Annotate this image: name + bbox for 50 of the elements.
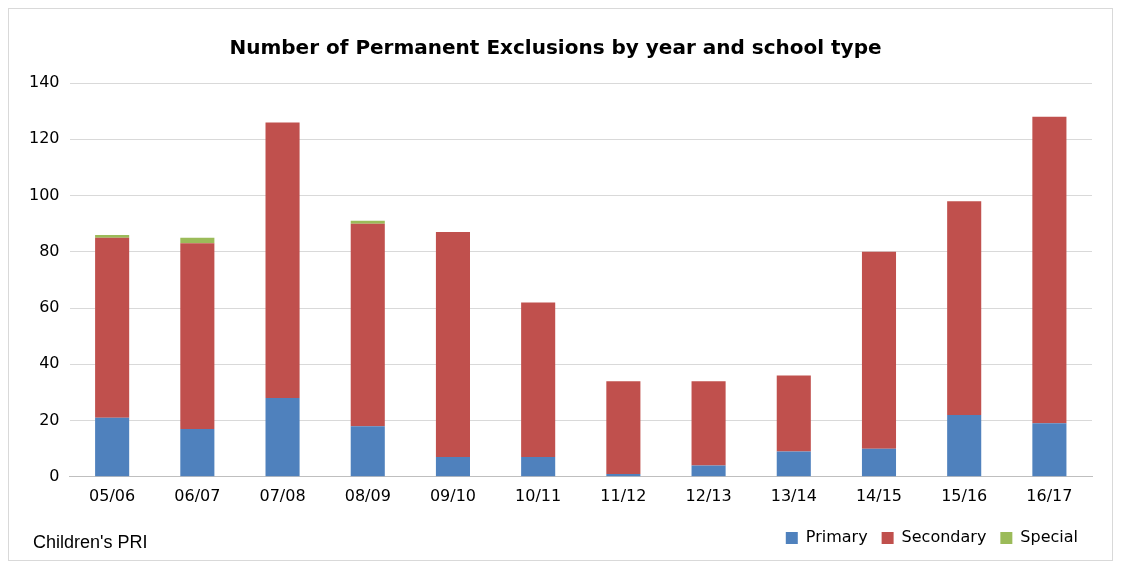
bar: [947, 414, 982, 477]
bar: [265, 122, 300, 399]
x-tick-label: 06/07: [174, 485, 221, 505]
bar: [1032, 116, 1067, 424]
bar: [435, 232, 470, 458]
bar: [861, 448, 897, 477]
y-tick-label: 20: [39, 409, 60, 429]
bar: [350, 426, 385, 477]
chart-title: Number of Permanent Exclusions by year and school type: [229, 35, 882, 60]
x-tick-label: 11/12: [600, 485, 647, 505]
bar: [521, 457, 556, 477]
y-tick-label: 140: [28, 72, 60, 92]
y-tick-label: 120: [28, 128, 60, 148]
y-tick-label: 80: [39, 240, 60, 260]
bar: [861, 251, 897, 449]
y-tick-label: 0: [49, 465, 60, 485]
bar: [691, 381, 726, 466]
bar: [350, 223, 385, 427]
bar: [95, 417, 130, 477]
x-tick-label: 10/11: [515, 485, 562, 505]
bar: [265, 398, 300, 477]
bar: [947, 201, 982, 415]
x-tick-label: 12/13: [685, 485, 732, 505]
y-tick-label: 60: [39, 297, 60, 317]
bar: [1032, 423, 1067, 477]
bar: [691, 465, 726, 477]
x-tick-label: 09/10: [429, 485, 477, 505]
bar: [521, 302, 556, 458]
bar: [180, 428, 215, 477]
bar: [435, 457, 470, 477]
bar: [776, 451, 811, 477]
x-tick-label: 15/16: [941, 485, 988, 505]
y-tick-label: 100: [28, 184, 60, 204]
bar: [95, 237, 130, 418]
y-tick-label: 40: [39, 353, 60, 373]
x-tick-label: 05/06: [89, 485, 136, 505]
bar: [776, 375, 811, 452]
text: Children's PRI: [33, 531, 148, 552]
x-tick-label: 13/14: [770, 485, 817, 505]
bar: [180, 243, 215, 429]
legend-label: Secondary: [901, 527, 987, 547]
legend-label: Special: [1020, 527, 1079, 547]
bar: [606, 381, 641, 474]
x-tick-label: 08/09: [344, 485, 391, 505]
bar: [95, 234, 130, 238]
legend-label: Primary: [805, 527, 868, 547]
x-tick-label: 14/15: [855, 485, 903, 505]
bar: [350, 220, 385, 224]
x-tick-label: 16/17: [1026, 485, 1073, 505]
x-tick-label: 07/08: [259, 485, 306, 505]
